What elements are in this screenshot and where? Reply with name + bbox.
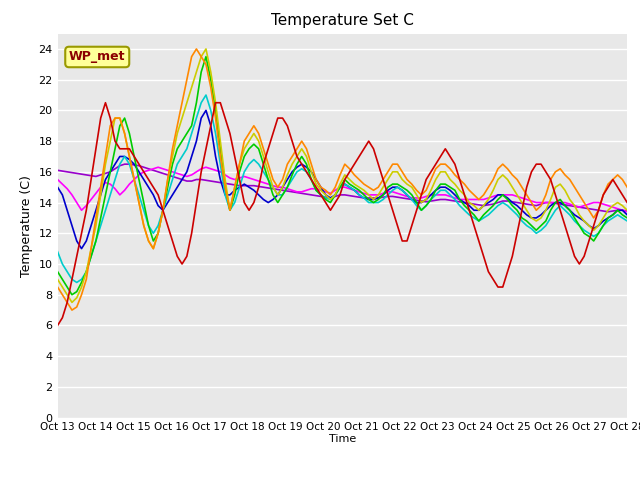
- TC_C -2cm: [614, 207, 621, 213]
- TC_C -4cm: [202, 92, 210, 98]
- TC_C -16cm: [178, 172, 186, 178]
- TC_C -16cm: [54, 177, 61, 182]
- TC_C -32cm: [604, 209, 612, 215]
- TC_C -8cm: [456, 197, 463, 203]
- TC_C +12cm: [102, 100, 109, 106]
- Line: TC_C -2cm: TC_C -2cm: [58, 57, 627, 295]
- TC_C -2cm: [216, 146, 224, 152]
- TC_C -16cm: [212, 168, 220, 173]
- TC_C -8cm: [178, 177, 186, 182]
- TC_C -16cm: [623, 209, 631, 215]
- Line: TC_C -4cm: TC_C -4cm: [58, 95, 627, 282]
- Y-axis label: Temperature (C): Temperature (C): [20, 175, 33, 276]
- TC_C -2cm: [623, 215, 631, 221]
- TC_C +4cm: [456, 187, 463, 193]
- TC_C -8cm: [614, 207, 621, 213]
- TC_C -32cm: [374, 195, 382, 201]
- TC_C -32cm: [509, 199, 516, 204]
- X-axis label: Time: Time: [329, 434, 356, 444]
- TC_C -32cm: [54, 168, 61, 173]
- TC_C +8cm: [68, 307, 76, 313]
- Line: TC_C -16cm: TC_C -16cm: [58, 167, 627, 212]
- TC_C +12cm: [212, 100, 220, 106]
- Line: TC_C +12cm: TC_C +12cm: [58, 103, 627, 325]
- TC_C -8cm: [513, 203, 521, 208]
- Line: TC_C -32cm: TC_C -32cm: [58, 164, 627, 212]
- TC_C -2cm: [202, 54, 210, 60]
- TC_C -32cm: [614, 207, 621, 213]
- Text: WP_met: WP_met: [69, 50, 125, 63]
- TC_C +4cm: [216, 138, 224, 144]
- TC_C +4cm: [623, 207, 631, 213]
- TC_C -2cm: [380, 192, 387, 198]
- TC_C +8cm: [178, 100, 186, 106]
- TC_C -4cm: [614, 212, 621, 218]
- TC_C -4cm: [216, 161, 224, 167]
- TC_C +4cm: [513, 192, 521, 198]
- TC_C +4cm: [614, 200, 621, 205]
- TC_C -16cm: [609, 204, 617, 210]
- TC_C -8cm: [54, 184, 61, 190]
- TC_C -32cm: [451, 198, 459, 204]
- TC_C +12cm: [178, 261, 186, 267]
- TC_C +4cm: [202, 46, 210, 52]
- TC_C -32cm: [121, 161, 129, 167]
- TC_C -2cm: [68, 292, 76, 298]
- TC_C -4cm: [73, 279, 81, 285]
- TC_C +8cm: [380, 177, 387, 182]
- TC_C -4cm: [54, 249, 61, 254]
- TC_C -4cm: [456, 203, 463, 208]
- TC_C -16cm: [451, 195, 459, 201]
- Line: TC_C -8cm: TC_C -8cm: [58, 110, 627, 249]
- TC_C -16cm: [154, 164, 162, 170]
- TC_C -4cm: [623, 218, 631, 224]
- TC_C +12cm: [374, 161, 382, 167]
- TC_C +4cm: [178, 115, 186, 121]
- TC_C -2cm: [513, 207, 521, 213]
- TC_C -16cm: [509, 192, 516, 198]
- TC_C -8cm: [623, 212, 631, 218]
- TC_C +12cm: [623, 200, 631, 205]
- TC_C +12cm: [54, 323, 61, 328]
- TC_C -2cm: [54, 269, 61, 275]
- Line: TC_C +4cm: TC_C +4cm: [58, 49, 627, 302]
- TC_C +8cm: [623, 184, 631, 190]
- TC_C +8cm: [614, 172, 621, 178]
- Title: Temperature Set C: Temperature Set C: [271, 13, 414, 28]
- TC_C -8cm: [216, 177, 224, 182]
- TC_C +8cm: [193, 46, 200, 52]
- TC_C -4cm: [513, 212, 521, 218]
- TC_C -16cm: [374, 192, 382, 198]
- TC_C +4cm: [380, 184, 387, 190]
- TC_C -32cm: [212, 179, 220, 185]
- TC_C +12cm: [451, 161, 459, 167]
- TC_C -32cm: [178, 177, 186, 182]
- TC_C +8cm: [216, 154, 224, 159]
- TC_C +12cm: [509, 253, 516, 259]
- TC_C -8cm: [380, 192, 387, 198]
- TC_C -2cm: [456, 197, 463, 203]
- TC_C -4cm: [380, 197, 387, 203]
- TC_C -8cm: [77, 246, 85, 252]
- TC_C +8cm: [54, 284, 61, 290]
- TC_C +4cm: [68, 300, 76, 305]
- Line: TC_C +8cm: TC_C +8cm: [58, 49, 627, 310]
- TC_C -4cm: [178, 154, 186, 159]
- TC_C +4cm: [54, 276, 61, 282]
- TC_C +8cm: [456, 177, 463, 182]
- TC_C -32cm: [623, 208, 631, 214]
- TC_C -8cm: [202, 108, 210, 113]
- TC_C +8cm: [513, 177, 521, 182]
- TC_C -2cm: [178, 138, 186, 144]
- TC_C +12cm: [609, 177, 617, 182]
